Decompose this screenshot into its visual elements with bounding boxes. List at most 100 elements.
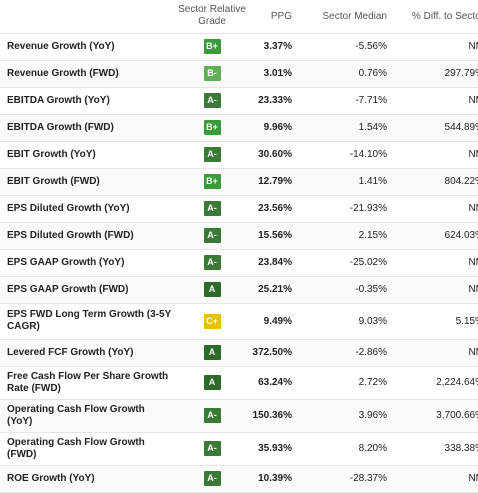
table-row: EBITDA Growth (FWD) B+ 9.96% 1.54% 544.89% [0,114,478,141]
diff-to-sector-value: NM [468,473,478,484]
metric-name[interactable]: ROE Growth (YoY) [7,472,95,484]
sector-median-value: 2.15% [358,230,387,241]
metric-name[interactable]: Revenue Growth (FWD) [7,67,119,79]
ppg-value: 150.36% [252,410,292,421]
header-metric [0,0,172,33]
grade-cell: A- [172,465,252,492]
metric-name[interactable]: Operating Cash Flow Growth (YoY) [7,403,145,427]
grade-badge: B+ [203,120,221,135]
sector-median-value: -5.56% [355,41,387,52]
diff-to-sector-value: NM [468,347,478,358]
table-header-row: Sector Relative Grade PPG Sector Median … [0,0,478,33]
table-row: EPS FWD Long Term Growth (3-5Y CAGR) C+ 9.… [0,303,478,339]
table-row: EPS Diluted Growth (FWD) A- 15.56% 2.15% 624… [0,222,478,249]
ppg-value: 9.96% [263,122,292,133]
grade-cell: A- [172,399,252,432]
diff-to-sector-value: 544.89% [444,122,478,133]
grade-badge: A [203,375,221,390]
grade-badge: A- [203,408,221,423]
sector-median-value: -7.71% [355,95,387,106]
ppg-value: 9.49% [263,315,292,327]
grade-badge: C+ [203,313,221,329]
grade-cell: A [172,276,252,303]
metric-name[interactable]: Operating Cash Flow Growth (FWD) [7,436,145,460]
grade-badge: A [203,282,221,297]
grade-badge: A- [203,441,221,456]
metric-name[interactable]: Levered FCF Growth (YoY) [7,346,134,358]
sector-median-value: -0.35% [355,284,387,295]
table-row: EBIT Growth (YoY) A- 30.60% -14.10% NM [0,141,478,168]
metric-name[interactable]: Free Cash Flow Per Share Growth Rate (FW… [7,370,169,394]
diff-to-sector-value: 5.15% [455,315,478,327]
metric-name[interactable]: EPS GAAP Growth (YoY) [7,256,125,268]
table-row: Revenue Growth (YoY) B+ 3.37% -5.56% NM [0,33,478,60]
ppg-value: 12.79% [258,176,292,187]
grade-cell: B+ [172,33,252,60]
grade-cell: B- [172,60,252,87]
diff-to-sector-value: 804.22% [444,176,478,187]
table-row: ROE Growth (YoY) A- 10.39% -28.37% NM [0,465,478,492]
metric-name[interactable]: EPS Diluted Growth (FWD) [7,229,134,241]
header-diff-to-sector[interactable]: % Diff. to Sector [411,10,478,22]
table-row: EPS GAAP Growth (YoY) A- 23.84% -25.02% NM [0,249,478,276]
grade-cell: A- [172,432,252,465]
metric-name[interactable]: EBITDA Growth (YoY) [7,94,110,106]
metric-name[interactable]: EPS Diluted Growth (YoY) [7,202,130,214]
grade-badge: A- [203,228,221,243]
sector-median-value: 8.20% [358,443,387,454]
sector-median-value: 1.54% [358,122,387,133]
ppg-value: 10.39% [258,473,292,484]
ppg-value: 15.56% [258,230,292,241]
grade-cell: A- [172,222,252,249]
sector-median-value: 2.72% [358,377,387,388]
grade-cell: A- [172,249,252,276]
table-row: Operating Cash Flow Growth (FWD) A- 35.93%… [0,432,478,465]
grade-cell: A- [172,195,252,222]
grade-cell: C+ [172,303,252,339]
grade-badge: A- [203,93,221,108]
grade-cell: A- [172,141,252,168]
diff-to-sector-value: 2,224.64% [436,377,478,388]
grade-cell: A [172,366,252,399]
diff-to-sector-value: 3,700.66% [436,410,478,421]
header-sector-median[interactable]: Sector Median [322,10,387,22]
metric-name[interactable]: EPS GAAP Growth (FWD) [7,283,129,295]
diff-to-sector-value: 297.79% [444,68,478,79]
metric-name[interactable]: EPS FWD Long Term Growth (3-5Y CAGR) [7,309,172,332]
table-row: EPS GAAP Growth (FWD) A 25.21% -0.35% NM [0,276,478,303]
grade-cell: B+ [172,168,252,195]
header-sector-relative-grade[interactable]: Sector Relative Grade [178,4,246,28]
header-ppg[interactable]: PPG [270,10,292,22]
metric-name[interactable]: EBIT Growth (YoY) [7,148,96,160]
ppg-value: 30.60% [258,149,292,160]
grade-badge: A- [203,471,221,486]
ppg-value: 25.21% [258,284,292,295]
diff-to-sector-value: 624.03% [444,230,478,241]
sector-median-value: -28.37% [349,473,387,484]
ppg-value: 372.50% [252,347,292,358]
sector-median-value: 1.41% [358,176,387,187]
diff-to-sector-value: NM [468,95,478,106]
sector-median-value: 3.96% [358,410,387,421]
sector-median-value: -14.10% [349,149,387,160]
table-row: Revenue Growth (FWD) B- 3.01% 0.76% 297.79% [0,60,478,87]
grade-cell: A- [172,87,252,114]
grade-badge: A- [203,255,221,270]
metric-name[interactable]: EBIT Growth (FWD) [7,175,100,187]
metric-name[interactable]: EBITDA Growth (FWD) [7,121,114,133]
ppg-value: 63.24% [258,377,292,388]
grade-badge: A- [203,201,221,216]
table-row: Levered FCF Growth (YoY) A 372.50% -2.86% NM [0,339,478,366]
sector-median-value: -2.86% [355,347,387,358]
diff-to-sector-value: NM [468,257,478,268]
ppg-value: 3.37% [263,41,292,52]
grade-cell: B+ [172,114,252,141]
diff-to-sector-value: NM [468,41,478,52]
sector-median-value: -25.02% [349,257,387,268]
table-row: EPS Diluted Growth (YoY) A- 23.56% -21.93% N… [0,195,478,222]
table-row: Operating Cash Flow Growth (YoY) A- 150.36… [0,399,478,432]
grade-badge: A- [203,147,221,162]
metric-name[interactable]: Revenue Growth (YoY) [7,40,115,52]
ppg-value: 23.33% [258,95,292,106]
